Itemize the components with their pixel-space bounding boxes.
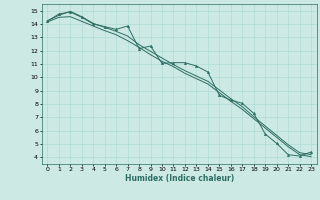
X-axis label: Humidex (Indice chaleur): Humidex (Indice chaleur) xyxy=(124,174,234,183)
